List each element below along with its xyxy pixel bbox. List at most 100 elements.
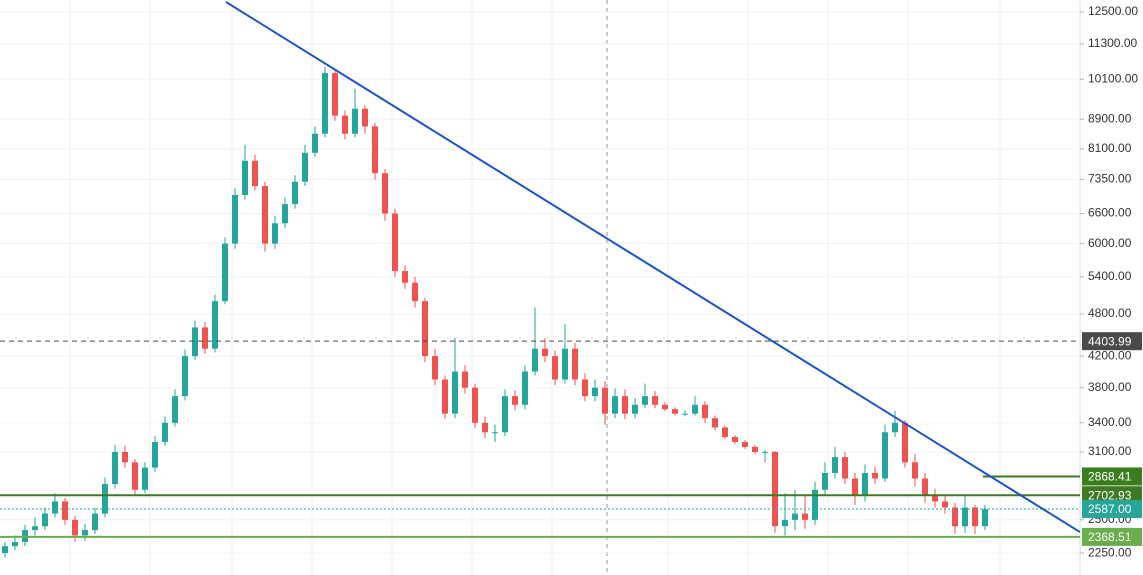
candle-body (392, 213, 398, 272)
price-label-box (1082, 527, 1142, 546)
candle-body (422, 301, 428, 357)
candle-body (682, 413, 688, 415)
candle-body (572, 348, 578, 380)
price-label-box (1082, 467, 1142, 486)
y-tick-label: 2250.00 (1088, 545, 1132, 559)
candle-body (252, 160, 258, 187)
price-label-box (1082, 500, 1142, 519)
candle-body (152, 441, 158, 468)
y-tick-label: 6000.00 (1088, 236, 1132, 250)
candle-body (372, 126, 378, 174)
candle-body (912, 462, 918, 479)
candle-body (902, 422, 908, 463)
price-label: 4403.99 (1088, 334, 1132, 348)
trend-line (225, 1, 1081, 533)
candle-body (192, 327, 198, 357)
candle-body (742, 441, 748, 447)
candle-body (962, 507, 968, 527)
candle-body (662, 404, 668, 410)
candle-body (832, 457, 838, 474)
candle-body (382, 173, 388, 214)
candle-body (82, 530, 88, 536)
candle-body (812, 489, 818, 520)
candle-body (342, 115, 348, 134)
candle-body (532, 348, 538, 372)
candle-body (132, 462, 138, 490)
candle-body (32, 526, 38, 531)
candle-body (552, 356, 558, 380)
candle-body (62, 501, 68, 520)
candle-body (292, 181, 298, 205)
candle-body (222, 243, 228, 302)
candle-body (302, 152, 308, 182)
y-tick-label: 4800.00 (1088, 306, 1132, 320)
candle-body (752, 446, 758, 452)
price-label: 2587.00 (1088, 502, 1132, 516)
candle-body (872, 473, 878, 479)
y-tick-label: 4200.00 (1088, 348, 1132, 362)
candle-body (442, 379, 448, 414)
candle-body (462, 371, 468, 388)
candle-body (982, 509, 988, 527)
candle-body (592, 387, 598, 397)
price-label-box (1082, 486, 1142, 505)
candle-body (562, 348, 568, 380)
y-tick-label: 7350.00 (1088, 172, 1132, 186)
candle-body (432, 356, 438, 380)
candle-body (92, 513, 98, 531)
candle-body (762, 451, 768, 453)
candle-body (652, 396, 658, 405)
y-tick-label: 8900.00 (1088, 111, 1132, 125)
candle-body (842, 457, 848, 479)
candle-body (52, 501, 58, 514)
y-tick-label: 8100.00 (1088, 141, 1132, 155)
candle-body (772, 451, 778, 527)
candle-body (672, 409, 678, 414)
candle-body (72, 519, 78, 536)
candle-body (122, 451, 128, 463)
candle-body (942, 501, 948, 508)
candle-body (822, 473, 828, 490)
candle-body (172, 396, 178, 423)
price-label: 2868.41 (1088, 470, 1132, 484)
candle-body (792, 513, 798, 520)
candle-body (322, 73, 328, 134)
candle-body (142, 467, 148, 490)
candle-body (452, 371, 458, 414)
candle-body (202, 327, 208, 349)
candle-body (712, 418, 718, 428)
candle-body (542, 348, 548, 357)
candle-body (932, 495, 938, 502)
candle-body (802, 513, 808, 520)
candle-body (242, 160, 248, 195)
candle-body (782, 519, 788, 527)
candle-body (972, 507, 978, 527)
candle-body (12, 542, 18, 547)
candle-body (922, 478, 928, 496)
price-label-box (1082, 332, 1142, 351)
candle-body (402, 271, 408, 283)
y-tick-label: 3800.00 (1088, 380, 1132, 394)
candle-body (582, 379, 588, 397)
candle-body (182, 356, 188, 397)
candle-body (362, 108, 368, 127)
candle-body (472, 387, 478, 423)
candle-body (492, 432, 498, 434)
y-tick-label: 3100.00 (1088, 444, 1132, 458)
candle-body (732, 437, 738, 442)
candle-body (332, 73, 338, 116)
y-tick-label: 6600.00 (1088, 206, 1132, 220)
candle-body (602, 387, 608, 414)
candle-body (212, 301, 218, 349)
y-tick-label: 10100.00 (1088, 71, 1138, 85)
candle-body (862, 473, 868, 496)
candle-body (522, 371, 528, 405)
price-label: 2702.93 (1088, 488, 1132, 502)
price-label: 2368.51 (1088, 530, 1132, 544)
candle-body (642, 396, 648, 405)
candle-body (882, 432, 888, 479)
candle-body (42, 513, 48, 527)
candle-body (892, 422, 898, 433)
